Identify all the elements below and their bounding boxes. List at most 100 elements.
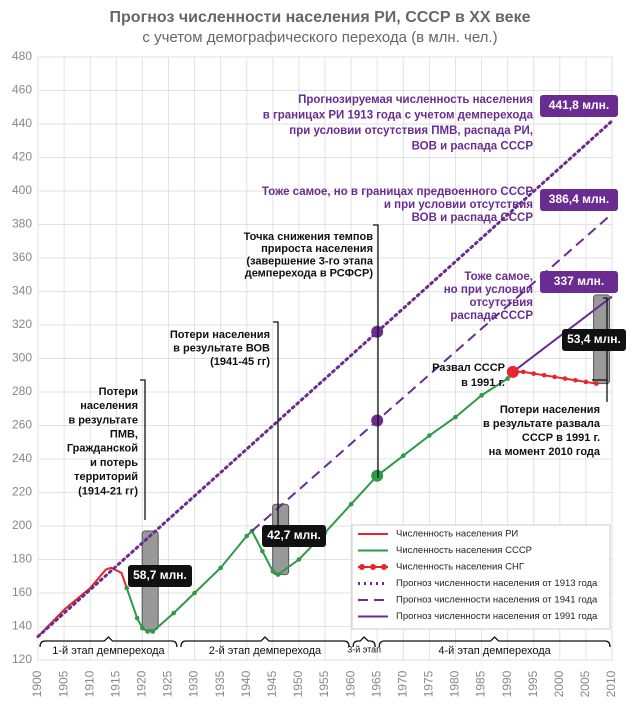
y-tick-label: 300 bbox=[12, 351, 32, 365]
series-marker bbox=[296, 557, 302, 562]
series-marker bbox=[505, 376, 510, 381]
x-tick-label: 1955 bbox=[317, 670, 331, 697]
annotation: СССР в 1991 г. bbox=[522, 432, 600, 444]
value-label: 337 млн. bbox=[554, 274, 604, 288]
x-tick-label: 2005 bbox=[578, 670, 592, 697]
x-tick-label: 1900 bbox=[30, 670, 44, 697]
annotation: при условии отсутствия ПМВ, распада РИ, bbox=[289, 125, 533, 137]
annotation: (1941-45 гг) bbox=[210, 356, 270, 368]
series-line bbox=[37, 566, 128, 638]
loss-box bbox=[262, 525, 326, 547]
series-marker bbox=[552, 374, 557, 380]
annotation: отсутствия bbox=[469, 297, 533, 309]
series-marker bbox=[594, 381, 599, 386]
bracket bbox=[140, 379, 146, 520]
x-tick-label: 1995 bbox=[526, 670, 540, 697]
annotation: Тоже самое, bbox=[464, 271, 533, 283]
annotation: демперехода в РСФСР) bbox=[245, 268, 374, 280]
annotation: Гражданской bbox=[67, 443, 138, 455]
series-marker bbox=[583, 379, 589, 385]
annotation: в результате развала bbox=[483, 418, 601, 430]
series-marker bbox=[124, 585, 130, 591]
chart-title: Прогноз численности населения РИ, СССР в… bbox=[110, 9, 531, 26]
loss-box bbox=[562, 329, 626, 351]
x-tick-label: 1930 bbox=[187, 670, 201, 697]
x-tick-label: 2010 bbox=[604, 670, 618, 697]
x-tick-label: 1915 bbox=[108, 670, 122, 697]
x-tick-label: 1970 bbox=[395, 670, 409, 697]
y-tick-label: 360 bbox=[12, 250, 32, 264]
value-box bbox=[540, 189, 618, 211]
series-marker bbox=[400, 453, 406, 458]
y-tick-label: 380 bbox=[12, 217, 32, 231]
annotation: прироста населения bbox=[261, 243, 373, 255]
series-marker bbox=[260, 548, 265, 554]
y-tick-label: 140 bbox=[12, 619, 32, 633]
bracket bbox=[592, 297, 608, 402]
phase-label: 2-й этап демперехода bbox=[209, 645, 322, 657]
x-tick-label: 1940 bbox=[239, 670, 253, 697]
x-tick-label: 1935 bbox=[213, 670, 227, 697]
value-label: 386,4 млн. bbox=[549, 192, 609, 206]
annotation: Тоже самое, но в границах предвоенного С… bbox=[262, 186, 533, 198]
annotation: территорий bbox=[74, 471, 138, 483]
y-tick-label: 400 bbox=[12, 183, 32, 197]
loss-box bbox=[128, 565, 192, 587]
x-tick-label: 1990 bbox=[500, 670, 514, 697]
series-marker bbox=[134, 615, 140, 621]
annotation: населения bbox=[80, 400, 138, 412]
phase-label: 3-й этап bbox=[347, 644, 381, 654]
key-point bbox=[371, 469, 384, 482]
y-tick-label: 180 bbox=[12, 552, 32, 566]
series-marker bbox=[244, 533, 250, 539]
annotation: в 1991 г. bbox=[461, 377, 505, 389]
loss-label: 58,7 млн. bbox=[133, 568, 187, 582]
phase-bracket bbox=[39, 636, 178, 648]
y-tick-label: 320 bbox=[12, 317, 32, 331]
legend-label: Численность населения СССР bbox=[396, 545, 532, 556]
legend-label: Прогноз численности населения от 1991 го… bbox=[396, 611, 598, 622]
y-tick-label: 280 bbox=[12, 384, 32, 398]
annotation: в результате ВОВ bbox=[173, 342, 270, 354]
loss-label: 42,7 млн. bbox=[267, 528, 321, 542]
series-marker bbox=[562, 376, 568, 381]
series-marker bbox=[427, 433, 432, 438]
y-tick-label: 220 bbox=[12, 485, 32, 499]
annotation: Точка снижения темпов bbox=[244, 231, 374, 243]
annotation: Потери населения bbox=[500, 404, 600, 416]
phase-label: 4-й этап демперехода bbox=[438, 645, 551, 657]
phase-bracket bbox=[352, 636, 376, 648]
x-tick-label: 1965 bbox=[369, 670, 383, 697]
series-marker bbox=[541, 372, 547, 378]
x-tick-label: 1960 bbox=[343, 670, 357, 697]
key-point bbox=[371, 414, 384, 427]
y-tick-label: 200 bbox=[12, 518, 32, 532]
y-tick-label: 260 bbox=[12, 418, 32, 432]
x-tick-label: 1920 bbox=[135, 670, 149, 697]
series-marker bbox=[531, 371, 537, 376]
y-tick-label: 460 bbox=[12, 83, 32, 97]
bracket bbox=[273, 321, 279, 525]
x-tick-label: 2000 bbox=[552, 670, 566, 697]
annotation: на момент 2010 года bbox=[489, 446, 601, 458]
series-marker bbox=[270, 568, 276, 574]
y-tick-label: 240 bbox=[12, 451, 32, 465]
legend-marker bbox=[381, 564, 387, 570]
y-tick-label: 480 bbox=[12, 49, 32, 63]
phase-bracket bbox=[378, 636, 611, 648]
key-point bbox=[371, 325, 384, 338]
x-tick-label: 1905 bbox=[56, 670, 70, 697]
x-tick-label: 1985 bbox=[474, 670, 488, 697]
series-marker bbox=[275, 572, 281, 577]
legend-marker bbox=[359, 564, 365, 570]
x-tick-label: 1945 bbox=[265, 670, 279, 697]
y-tick-label: 160 bbox=[12, 585, 32, 599]
series-marker bbox=[479, 393, 484, 398]
phase-label: 1-й этап демперехода bbox=[52, 645, 165, 657]
annotation: Прогнозируемая численность населения bbox=[298, 94, 533, 106]
annotation: распада СССР bbox=[450, 310, 533, 322]
x-tick-label: 1980 bbox=[448, 670, 462, 697]
annotation: ПМВ, bbox=[110, 429, 138, 441]
legend-label: Прогноз численности населения от 1941 го… bbox=[396, 595, 598, 606]
